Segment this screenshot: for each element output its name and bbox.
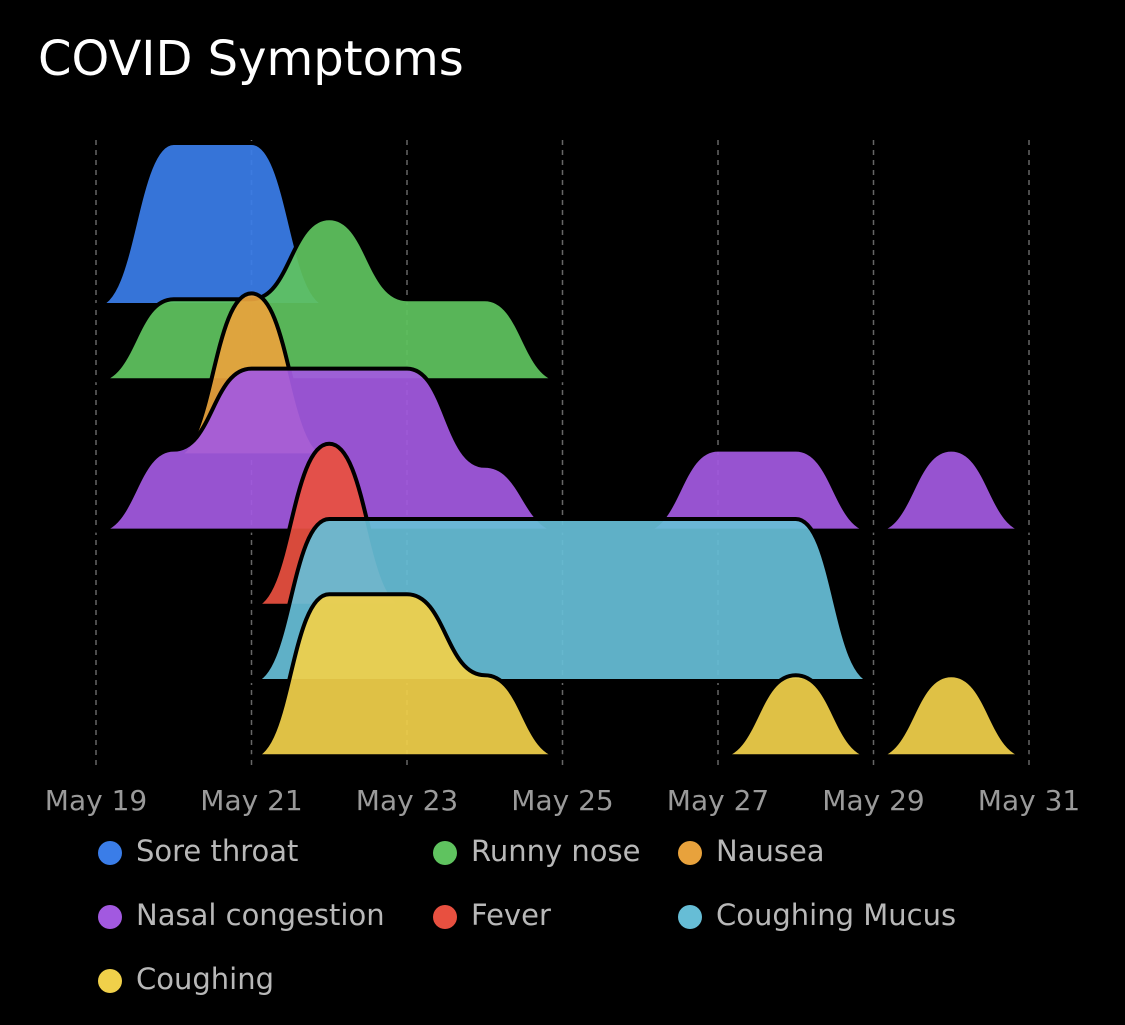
x-tick-label: May 31 [978, 784, 1080, 817]
legend-label: Sore throat [136, 834, 298, 868]
x-tick-label: May 25 [511, 784, 613, 817]
legend-swatch [678, 841, 702, 865]
x-tick-label: May 29 [822, 784, 924, 817]
legend-label: Runny nose [471, 834, 640, 868]
legend-swatch [433, 905, 457, 929]
x-tick-label: May 21 [200, 784, 302, 817]
x-tick-label: May 27 [667, 784, 769, 817]
legend-label: Coughing Mucus [716, 898, 956, 932]
legend-swatch [678, 905, 702, 929]
x-tick-label: May 19 [45, 784, 147, 817]
legend-swatch [98, 841, 122, 865]
ridge [249, 592, 1031, 759]
ridge [94, 216, 565, 383]
x-tick-label: May 23 [356, 784, 458, 817]
legend-label: Nausea [716, 834, 825, 868]
legend-label: Nasal congestion [136, 898, 385, 932]
legend-label: Coughing [136, 962, 274, 996]
legend-swatch [98, 905, 122, 929]
chart-title: COVID Symptoms [38, 31, 464, 87]
legend-swatch [98, 969, 122, 993]
legend-swatch [433, 841, 457, 865]
legend-label: Fever [471, 898, 551, 932]
